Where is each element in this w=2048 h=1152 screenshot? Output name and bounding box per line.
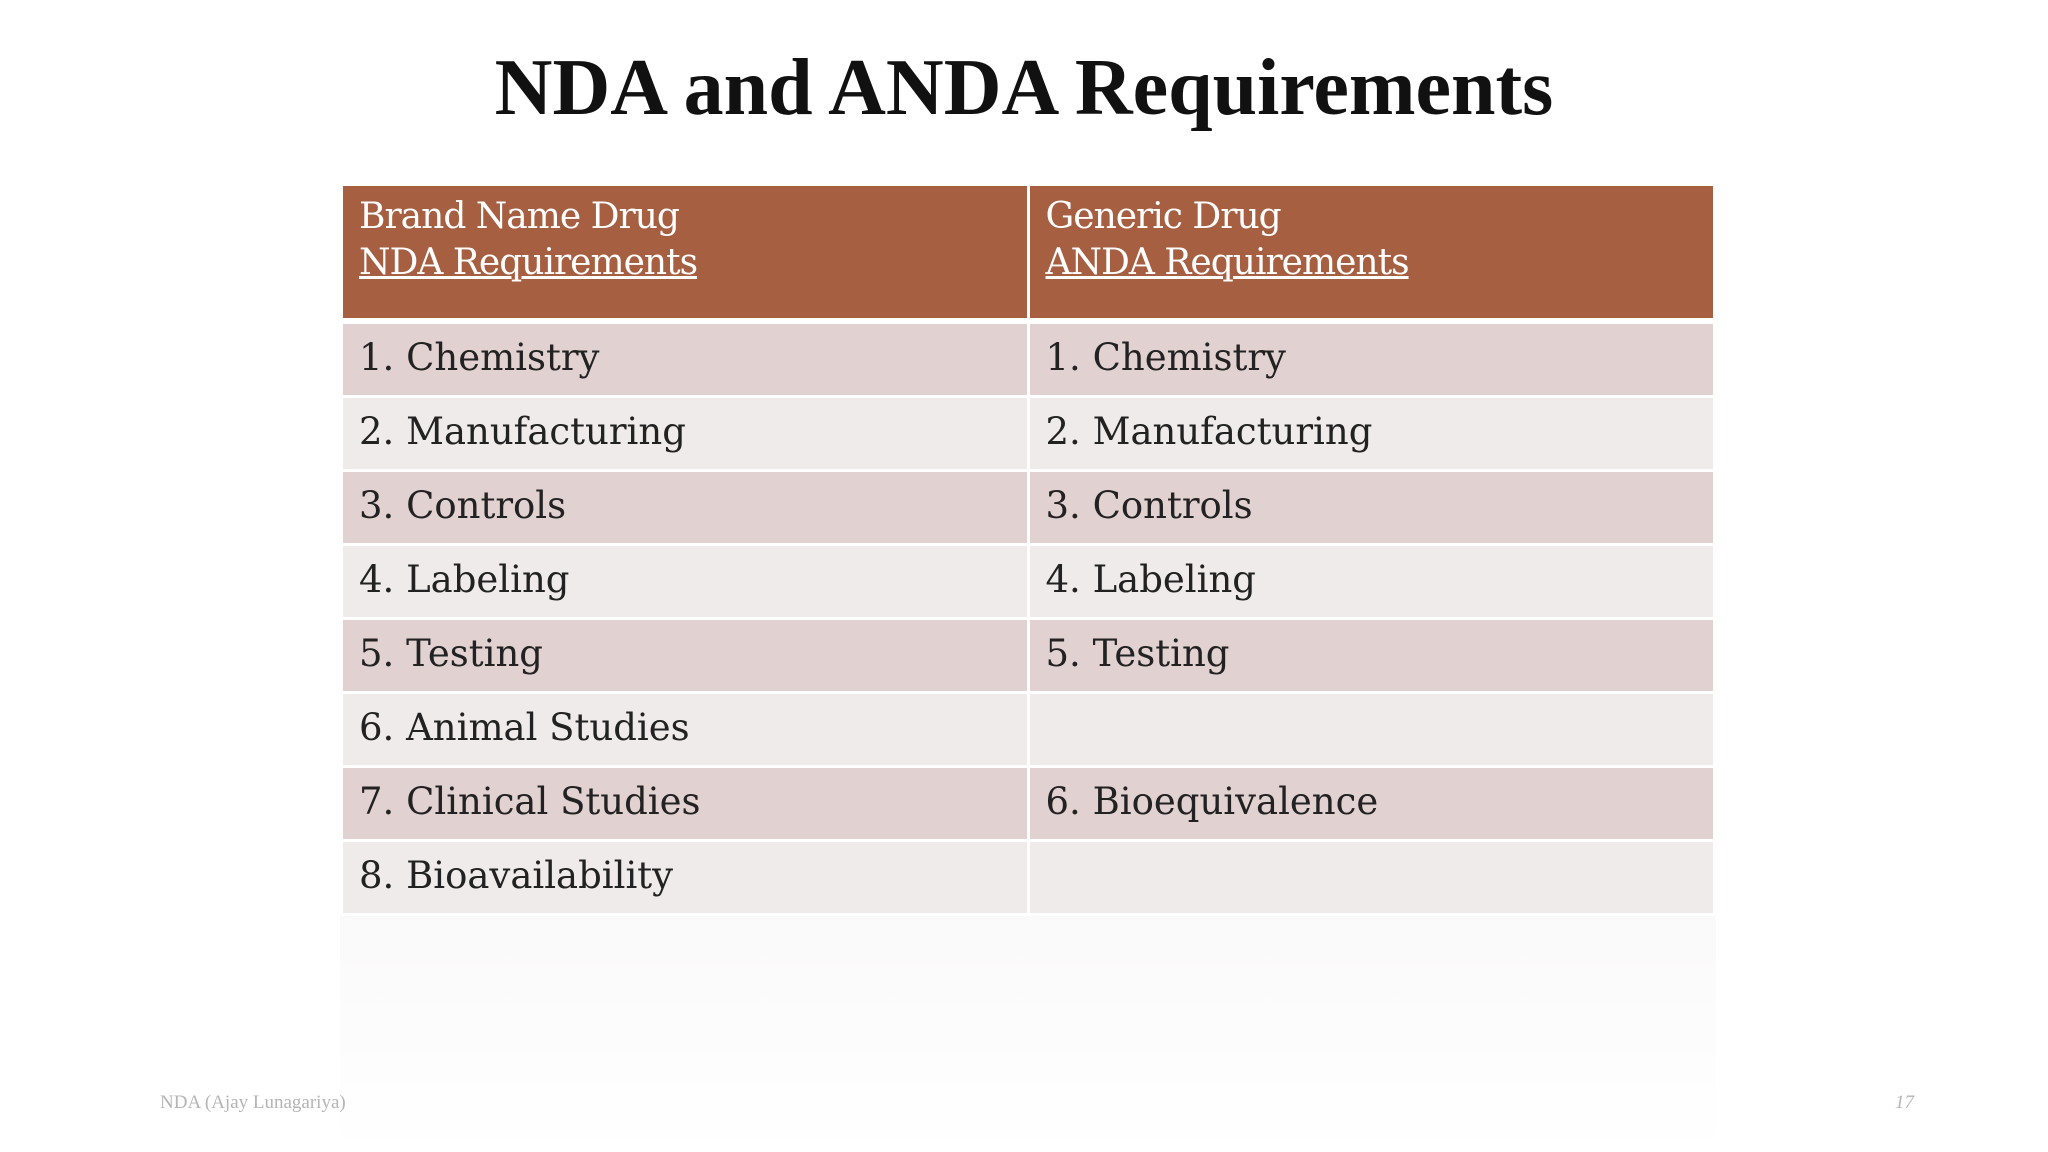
header-nda-subtitle: NDA Requirements: [359, 242, 698, 283]
nda-cell: 3. Controls: [340, 469, 1030, 546]
nda-cell: 8. Bioavailability: [340, 839, 1030, 916]
header-anda: Generic Drug ANDA Requirements: [1026, 183, 1716, 323]
table-row: 3. Controls 3. Controls: [340, 469, 1716, 546]
table-row: 1. Chemistry 1. Chemistry: [340, 318, 1716, 398]
anda-cell: [1026, 839, 1716, 916]
table-row: 2. Manufacturing 2. Manufacturing: [340, 395, 1716, 472]
anda-cell: 5. Testing: [1026, 617, 1716, 694]
page-number: 17: [1895, 1092, 1914, 1113]
anda-cell: 2. Manufacturing: [1026, 395, 1716, 472]
table-row: 7. Clinical Studies 6. Bioequivalence: [340, 765, 1716, 842]
table-header-row: Brand Name Drug NDA Requirements Generic…: [340, 183, 1716, 323]
table-row: 5. Testing 5. Testing: [340, 617, 1716, 694]
anda-cell: 1. Chemistry: [1026, 318, 1716, 398]
anda-cell: 4. Labeling: [1026, 543, 1716, 620]
nda-cell: 4. Labeling: [340, 543, 1030, 620]
header-anda-title: Generic Drug: [1045, 196, 1282, 237]
table-row: 8. Bioavailability: [340, 839, 1716, 916]
anda-cell: 3. Controls: [1026, 469, 1716, 546]
footer-author: NDA (Ajay Lunagariya): [160, 1092, 346, 1113]
nda-cell: 7. Clinical Studies: [340, 765, 1030, 842]
nda-cell: 1. Chemistry: [340, 318, 1030, 398]
header-anda-subtitle: ANDA Requirements: [1045, 242, 1410, 283]
nda-cell: 6. Animal Studies: [340, 691, 1030, 768]
anda-cell: [1026, 691, 1716, 768]
table-row: 4. Labeling 4. Labeling: [340, 543, 1716, 620]
table-reflection: [340, 900, 1716, 1152]
table-row: 6. Animal Studies: [340, 691, 1716, 768]
nda-cell: 2. Manufacturing: [340, 395, 1030, 472]
header-nda-title: Brand Name Drug: [359, 196, 680, 237]
slide-title: NDA and ANDA Requirements: [494, 44, 1554, 132]
nda-cell: 5. Testing: [340, 617, 1030, 694]
requirements-table: Brand Name Drug NDA Requirements Generic…: [340, 183, 1716, 916]
anda-cell: 6. Bioequivalence: [1026, 765, 1716, 842]
header-nda: Brand Name Drug NDA Requirements: [340, 183, 1030, 323]
